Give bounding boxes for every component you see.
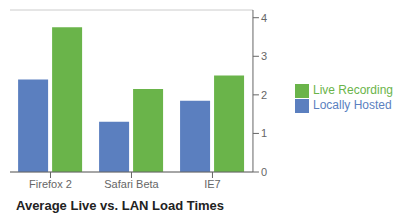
svg-text:4: 4 (261, 12, 267, 24)
html-text:Locally Hosted: Locally Hosted (313, 98, 392, 112)
html-text:Live Recording: Live Recording (313, 83, 393, 98)
svg-text:1: 1 (261, 127, 267, 139)
svg-text:IE7: IE7 (204, 178, 221, 190)
svg-text:2: 2 (261, 89, 267, 101)
html-text:Average Live vs. LAN Load Time: Average Live vs. LAN Load Times (16, 198, 225, 213)
svg-text:Safari Beta: Safari Beta (104, 178, 159, 190)
svg-text:0: 0 (261, 166, 267, 178)
svg-text:Firefox 2: Firefox 2 (29, 178, 72, 190)
svg-text:3: 3 (261, 50, 267, 62)
